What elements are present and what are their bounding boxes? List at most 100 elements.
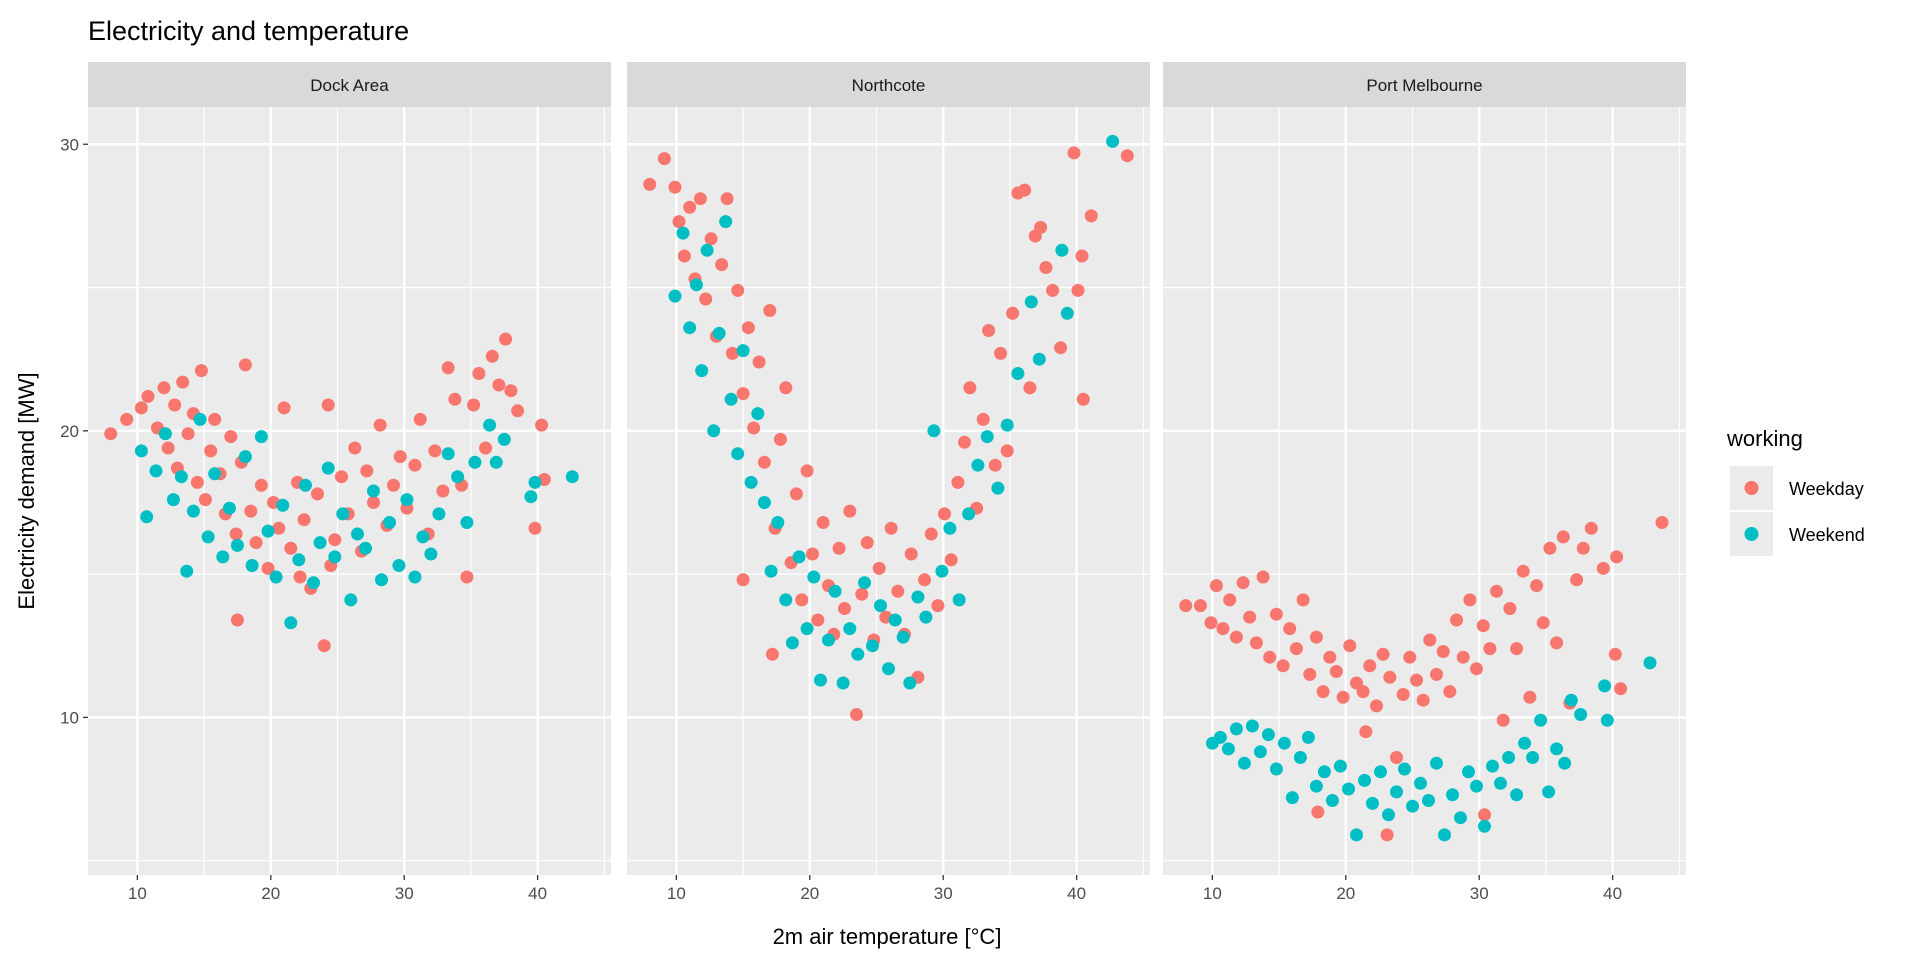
- data-point-weekday: [229, 527, 243, 541]
- data-point-weekday: [1034, 220, 1048, 234]
- data-point-weekend: [1494, 776, 1507, 790]
- data-point-weekday: [277, 401, 291, 415]
- data-point-weekday: [499, 332, 513, 346]
- data-point-weekend: [764, 564, 778, 578]
- data-point-weekend: [1032, 352, 1046, 366]
- data-point-weekend: [261, 524, 275, 538]
- data-point-weekend: [736, 344, 750, 358]
- facet-panel-port-melbourne: Port Melbourne 10 20 30 40: [1163, 62, 1686, 903]
- data-point-weekend: [1398, 762, 1411, 776]
- panel-background: [88, 107, 611, 875]
- data-point-weekend: [676, 226, 690, 240]
- data-point-weekday: [800, 464, 814, 478]
- data-point-weekday: [181, 427, 195, 441]
- legend-point-weekday: [1744, 481, 1759, 495]
- data-point-weekend: [460, 516, 474, 529]
- data-point-weekday: [1614, 682, 1628, 696]
- data-point-weekday: [1470, 662, 1483, 676]
- data-point-weekday: [504, 384, 518, 398]
- y-tick-label: 20: [60, 422, 79, 441]
- data-point-weekday: [672, 215, 686, 229]
- data-point-weekend: [1518, 736, 1532, 750]
- data-point-weekday: [736, 387, 750, 401]
- data-point-weekday: [208, 412, 222, 426]
- data-point-weekday: [204, 444, 218, 458]
- data-point-weekend: [888, 613, 902, 627]
- data-point-weekday: [1530, 579, 1544, 593]
- data-point-weekday: [1376, 647, 1390, 661]
- data-point-weekday: [1223, 593, 1237, 607]
- data-point-weekday: [460, 570, 474, 584]
- data-point-weekend: [284, 616, 298, 630]
- data-point-weekend: [952, 593, 966, 607]
- data-point-weekend: [1502, 751, 1516, 764]
- data-point-weekday: [1584, 521, 1598, 535]
- data-point-weekday: [1343, 639, 1357, 653]
- data-point-weekend: [822, 633, 835, 647]
- data-point-weekday: [1430, 667, 1443, 681]
- facet-strip-label: Port Melbourne: [1366, 76, 1482, 95]
- data-point-weekend: [1430, 756, 1443, 770]
- data-point-weekend: [216, 550, 230, 564]
- data-point-weekday: [249, 536, 263, 550]
- x-tick-label: 40: [1067, 884, 1086, 903]
- data-point-weekend: [1333, 759, 1347, 773]
- data-point-weekend: [158, 427, 172, 441]
- data-point-weekday: [891, 584, 905, 598]
- data-point-weekend: [1317, 765, 1331, 779]
- data-point-weekday: [1249, 636, 1263, 650]
- data-point-weekend: [927, 424, 941, 438]
- x-tick-label: 30: [1470, 884, 1489, 903]
- x-tick-label: 20: [261, 884, 280, 903]
- data-point-weekend: [524, 490, 538, 504]
- data-point-weekday: [328, 533, 342, 547]
- data-point-weekend: [1486, 759, 1499, 773]
- data-point-weekday: [850, 708, 863, 721]
- data-point-weekday: [715, 258, 729, 272]
- data-point-weekday: [1503, 602, 1517, 615]
- data-point-weekend: [1342, 782, 1355, 796]
- data-point-weekend: [1350, 828, 1363, 842]
- data-point-weekday: [485, 349, 499, 363]
- data-point-weekend: [1277, 736, 1291, 750]
- data-point-weekday: [1596, 561, 1610, 575]
- data-point-weekend: [400, 493, 414, 507]
- data-point-weekend: [1406, 799, 1419, 813]
- data-point-weekend: [911, 590, 925, 604]
- data-point-weekday: [816, 516, 830, 529]
- data-point-weekday: [944, 553, 958, 567]
- data-point-weekday: [190, 475, 204, 489]
- data-point-weekend: [1542, 785, 1556, 799]
- data-point-weekend: [1269, 762, 1283, 776]
- data-point-weekend: [724, 392, 738, 406]
- data-point-weekend: [351, 527, 364, 541]
- data-point-weekend: [230, 538, 244, 552]
- data-point-weekday: [141, 389, 155, 403]
- data-point-weekend: [1024, 295, 1038, 309]
- data-point-weekend: [719, 215, 733, 229]
- data-point-weekday: [1323, 650, 1337, 664]
- data-point-weekend: [245, 559, 259, 572]
- data-point-weekday: [428, 444, 442, 458]
- data-point-weekday: [1039, 261, 1053, 274]
- data-point-weekday: [1570, 573, 1584, 587]
- data-point-weekday: [958, 435, 971, 449]
- data-point-weekend: [792, 550, 806, 564]
- data-point-weekend: [1600, 713, 1614, 727]
- data-point-weekend: [683, 321, 697, 335]
- data-point-weekend: [1382, 808, 1395, 822]
- data-point-weekday: [988, 458, 1002, 472]
- data-point-weekday: [528, 521, 542, 535]
- data-point-weekday: [763, 304, 777, 317]
- data-point-weekend: [851, 647, 865, 661]
- data-point-weekend: [408, 570, 422, 584]
- data-point-weekend: [744, 475, 758, 489]
- data-point-weekend: [668, 289, 682, 303]
- data-point-weekday: [1263, 650, 1277, 664]
- data-point-weekday: [1216, 622, 1230, 636]
- data-point-weekday: [448, 392, 462, 406]
- data-point-weekday: [321, 398, 335, 412]
- data-point-weekend: [328, 550, 342, 564]
- data-point-weekend: [441, 447, 455, 461]
- data-point-weekday: [1067, 146, 1081, 160]
